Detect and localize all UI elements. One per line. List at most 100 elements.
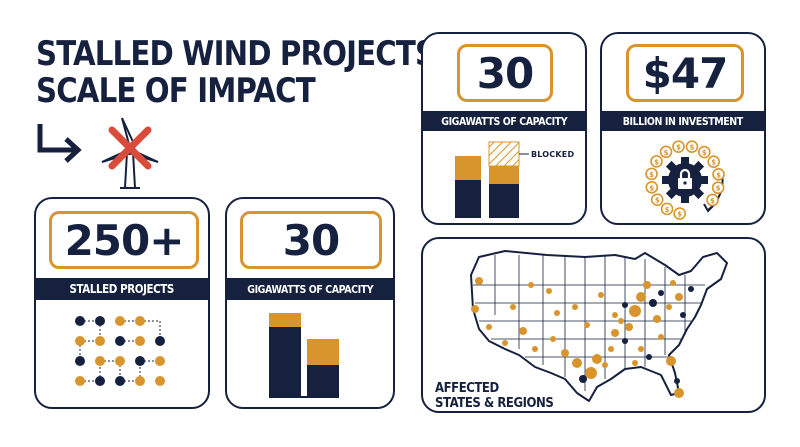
capacity-bar-icon: [269, 313, 339, 398]
crossed-wind-turbine-icon: [101, 117, 159, 189]
map-caption-line-2: STATES & REGIONS: [435, 396, 554, 411]
map-dot: [475, 277, 483, 285]
lock-gear-icon: $$$$$$$$ $$$$$$: [645, 140, 725, 220]
dollar-coin-icon: $: [672, 140, 685, 153]
svg-text:$: $: [664, 149, 669, 157]
gigawatts-card-bottom: 30 GIGAWATTS OF CAPACITY: [225, 197, 395, 409]
map-dot: [649, 299, 657, 307]
map-dot: [622, 338, 628, 344]
map-dot: [638, 346, 644, 352]
map-dot: [675, 293, 683, 301]
arrow-down-right-icon: [37, 124, 82, 163]
map-dot: [629, 305, 641, 317]
gigawatts-card-top: 30 GIGAWATTS OF CAPACITY BLOCKED: [421, 32, 587, 225]
dollar-coin-icon: $: [659, 145, 673, 159]
blocked-bar-icon: [455, 141, 529, 218]
map-dot: [602, 362, 608, 368]
dollar-coin-icon: $: [712, 167, 725, 181]
svg-text:$: $: [655, 197, 660, 205]
map-dot: [612, 312, 618, 318]
svg-text:$: $: [665, 206, 670, 214]
map-dot: [528, 282, 534, 288]
gigawatts-label-bottom: GIGAWATTS OF CAPACITY: [227, 278, 393, 300]
dollar-coin-icon: $: [707, 155, 720, 169]
page-title: STALLED WIND PROJECTS: SCALE OF IMPACT: [36, 34, 447, 111]
dollar-coin-icon: $: [711, 181, 725, 195]
dollar-coin-icon: $: [673, 207, 686, 220]
map-dot: [608, 346, 614, 352]
svg-text:$: $: [649, 171, 654, 179]
dollar-coin-icon: $: [685, 140, 699, 154]
dollar-coin-icon: $: [706, 193, 719, 207]
map-dot: [585, 367, 597, 379]
map-dot: [579, 375, 587, 383]
gigawatts-number-bottom: 30: [240, 211, 382, 269]
map-dot: [486, 324, 492, 330]
map-dot: [532, 346, 538, 352]
investment-label: BILLION IN INVESTMENT: [602, 111, 764, 131]
map-dot: [636, 292, 646, 302]
title-line-2: SCALE OF IMPACT: [36, 71, 316, 111]
stalled-projects-number: 250+: [49, 211, 199, 269]
svg-text:$: $: [654, 158, 659, 166]
map-dot: [658, 334, 664, 340]
map-dot: [546, 288, 552, 294]
svg-text:$: $: [689, 144, 694, 152]
dollar-coin-icon: $: [650, 155, 663, 168]
investment-card: $47 BILLION IN INVESTMENT $ $ $ $ $ $ $ $ $ $ $ $ $ $: [600, 32, 766, 225]
svg-text:$: $: [702, 149, 707, 157]
map-dot: [666, 304, 672, 310]
dollar-coin-icon: $: [660, 202, 674, 216]
us-map-icon: [470, 250, 728, 402]
title-line-1: STALLED WIND PROJECTS:: [36, 34, 447, 74]
investment-number: $47: [626, 44, 744, 102]
svg-text:$: $: [716, 185, 721, 193]
map-dot: [502, 340, 508, 346]
map-dot: [674, 378, 680, 384]
map-dot: [674, 388, 684, 398]
map-card: AFFECTED STATES & REGIONS: [421, 237, 766, 413]
map-dot: [632, 360, 638, 366]
map-dot: [611, 329, 619, 337]
stalled-projects-card: 250+ STALLED PROJECTS: [34, 197, 210, 409]
map-dot: [592, 354, 602, 364]
map-caption: AFFECTED STATES & REGIONS: [435, 381, 566, 411]
map-dot: [670, 280, 676, 286]
map-dot: [653, 315, 661, 323]
svg-text:$: $: [710, 197, 715, 205]
map-dot: [584, 322, 590, 328]
map-dot: [471, 305, 479, 313]
svg-text:$: $: [711, 159, 716, 167]
map-dot: [658, 290, 664, 296]
map-dot: [680, 312, 686, 318]
svg-text:$: $: [716, 171, 721, 179]
map-dot: [561, 349, 569, 357]
map-dot: [572, 304, 578, 310]
map-dot: [550, 336, 556, 342]
map-dot: [625, 323, 633, 331]
map-dot: [622, 302, 628, 308]
map-dot: [646, 354, 652, 360]
gigawatts-label-top: GIGAWATTS OF CAPACITY: [423, 111, 585, 131]
map-dot: [688, 286, 694, 292]
dollar-coin-icon: $: [645, 181, 659, 194]
blocked-label: BLOCKED: [531, 150, 575, 159]
map-dot: [572, 358, 582, 368]
dollar-coin-icon: $: [645, 167, 658, 181]
svg-text:$: $: [649, 184, 654, 192]
dollar-coin-icon: $: [650, 193, 664, 206]
dollar-coin-icon: $: [698, 145, 711, 159]
gigawatts-number-top: 30: [457, 44, 553, 102]
map-caption-line-1: AFFECTED: [435, 381, 499, 396]
svg-text:$: $: [676, 144, 681, 152]
stalled-projects-label: STALLED PROJECTS: [36, 278, 208, 300]
map-dot: [510, 304, 516, 310]
map-dot: [618, 318, 624, 324]
map-dot: [598, 292, 604, 298]
map-dot: [666, 356, 676, 366]
map-dot: [519, 327, 527, 335]
svg-text:$: $: [677, 211, 682, 219]
map-dot: [643, 281, 651, 289]
dot-network-icon: [75, 316, 165, 386]
map-dot: [554, 310, 560, 316]
